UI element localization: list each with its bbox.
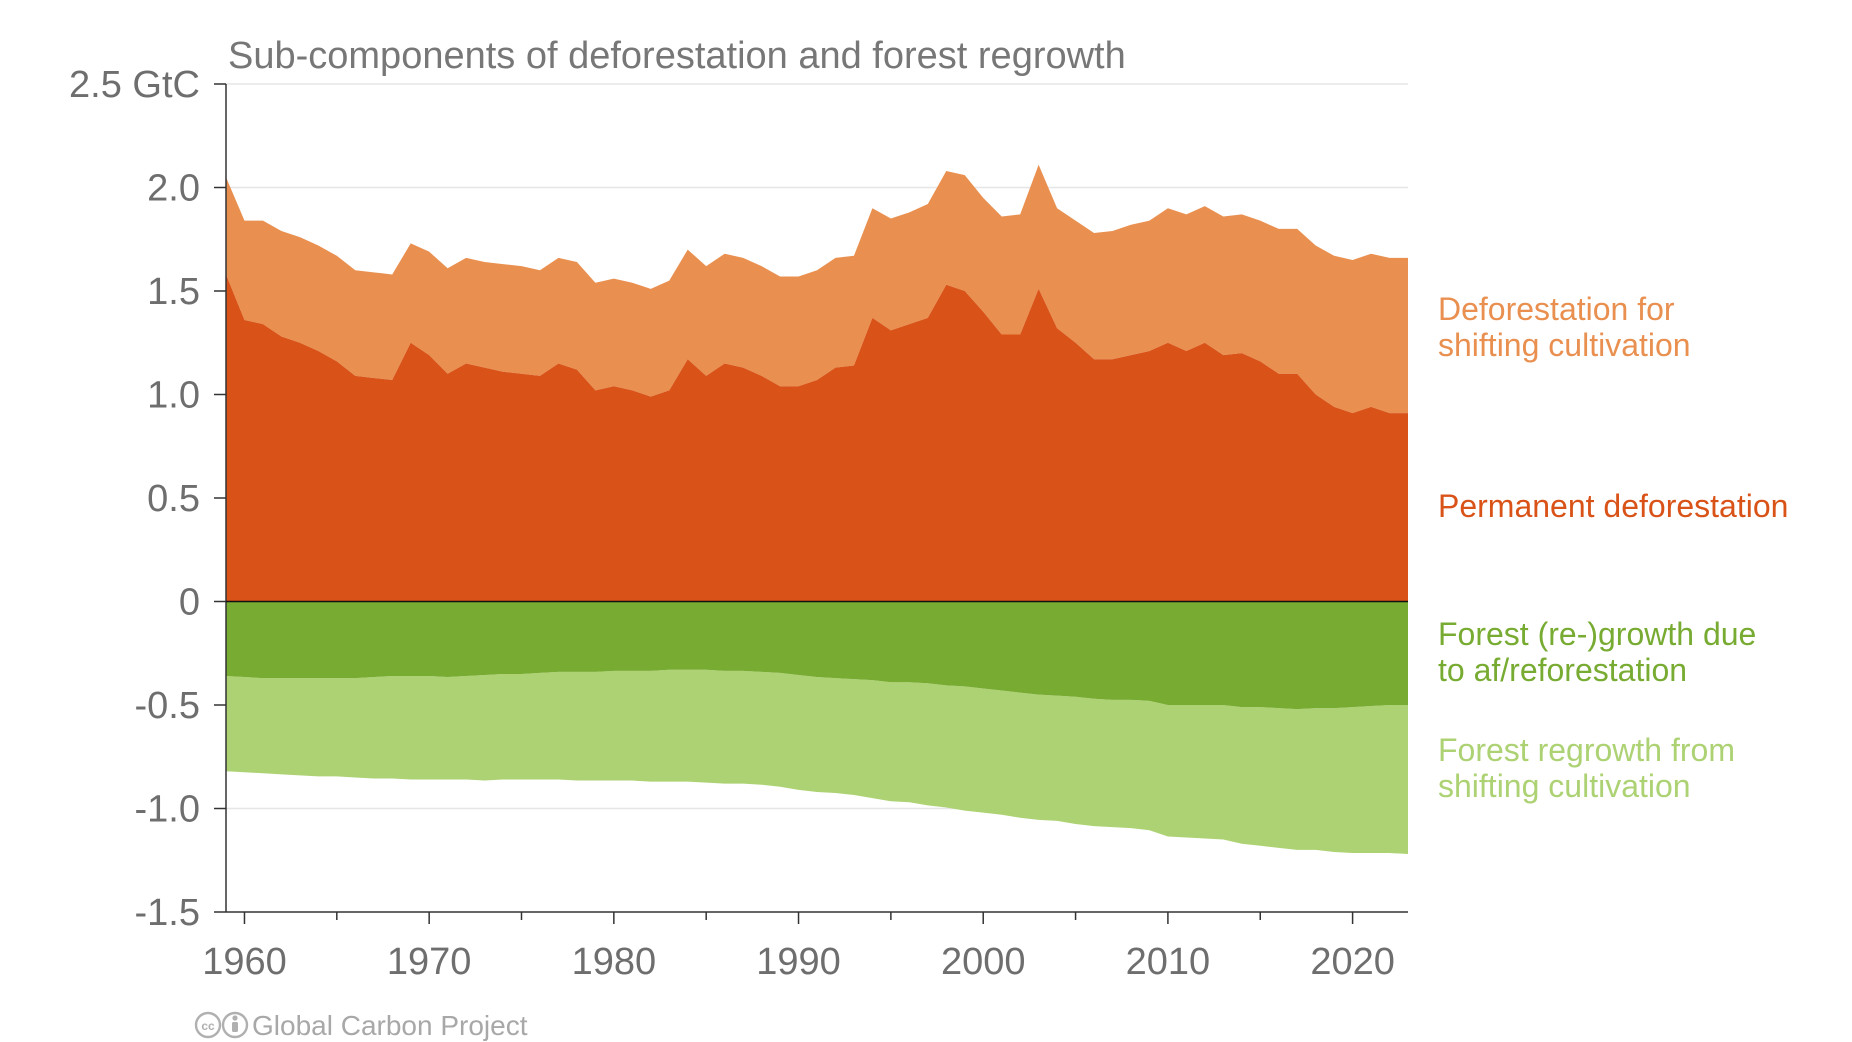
y-tick-label: -1.0 [135,789,200,831]
series-label: Permanent deforestation [1438,488,1788,524]
series-label: Deforestation for [1438,291,1675,327]
y-tick-label: -0.5 [135,685,200,727]
area-permanent-deforestation [226,274,1408,602]
area-forest-regrowth-shifting-cultivation [226,669,1408,855]
x-tick-label: 1990 [756,941,841,983]
x-tick-label: 1970 [387,941,472,983]
x-tick-label: 2000 [941,941,1026,983]
area-deforestation-shifting-cultivation [226,164,1408,414]
x-tick-label: 1960 [202,941,287,983]
x-tick-label: 1980 [572,941,657,983]
y-tick-label: 1.0 [147,375,200,417]
y-tick-label: 0.5 [147,478,200,520]
y-tick-label: 0 [179,582,200,624]
y-tick-label: 2.0 [147,168,200,210]
series-label: Forest (re-)growth due [1438,616,1756,652]
x-tick-label: 2020 [1310,941,1395,983]
credit: cc Global Carbon Project [194,1010,528,1041]
y-tick-label: 2.5 GtC [69,64,200,106]
series-label: shifting cultivation [1438,327,1691,363]
credit-text: Global Carbon Project [252,1010,528,1041]
creative-commons-icon: cc [194,1011,222,1039]
y-tick-label: -1.5 [135,892,200,934]
area-forest-regrowth-afforestation [226,601,1408,710]
x-tick-label: 2010 [1126,941,1211,983]
chart-title: Sub-components of deforestation and fore… [228,35,1126,77]
y-tick-label: 1.5 [147,271,200,313]
plot-areas [226,164,1408,855]
svg-text:cc: cc [201,1019,215,1033]
series-label: Forest regrowth from [1438,732,1735,768]
series-label: to af/reforestation [1438,652,1687,688]
attribution-icon [221,1011,249,1039]
series-label: shifting cultivation [1438,768,1691,804]
